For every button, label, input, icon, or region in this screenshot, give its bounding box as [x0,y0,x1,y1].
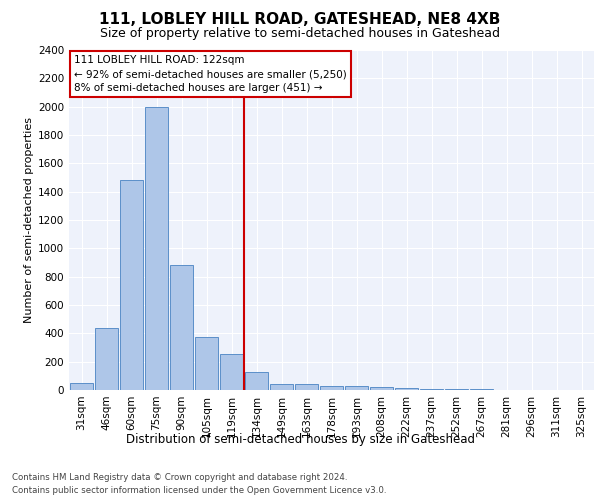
Text: Distribution of semi-detached houses by size in Gateshead: Distribution of semi-detached houses by … [125,432,475,446]
Bar [245,372,268,390]
Text: Contains public sector information licensed under the Open Government Licence v3: Contains public sector information licen… [12,486,386,495]
Bar [95,328,118,390]
Bar [170,266,193,390]
Bar [370,387,393,390]
Bar [70,383,93,390]
Bar [395,388,418,390]
Bar [420,388,443,390]
Text: 111, LOBLEY HILL ROAD, GATESHEAD, NE8 4XB: 111, LOBLEY HILL ROAD, GATESHEAD, NE8 4X… [100,12,500,28]
Text: Size of property relative to semi-detached houses in Gateshead: Size of property relative to semi-detach… [100,28,500,40]
Text: 111 LOBLEY HILL ROAD: 122sqm
← 92% of semi-detached houses are smaller (5,250)
8: 111 LOBLEY HILL ROAD: 122sqm ← 92% of se… [74,55,347,93]
Bar [145,106,168,390]
Bar [220,354,243,390]
Bar [345,386,368,390]
Bar [320,386,343,390]
Text: Contains HM Land Registry data © Crown copyright and database right 2024.: Contains HM Land Registry data © Crown c… [12,472,347,482]
Bar [120,180,143,390]
Bar [195,337,218,390]
Bar [270,384,293,390]
Y-axis label: Number of semi-detached properties: Number of semi-detached properties [24,117,34,323]
Bar [295,384,318,390]
